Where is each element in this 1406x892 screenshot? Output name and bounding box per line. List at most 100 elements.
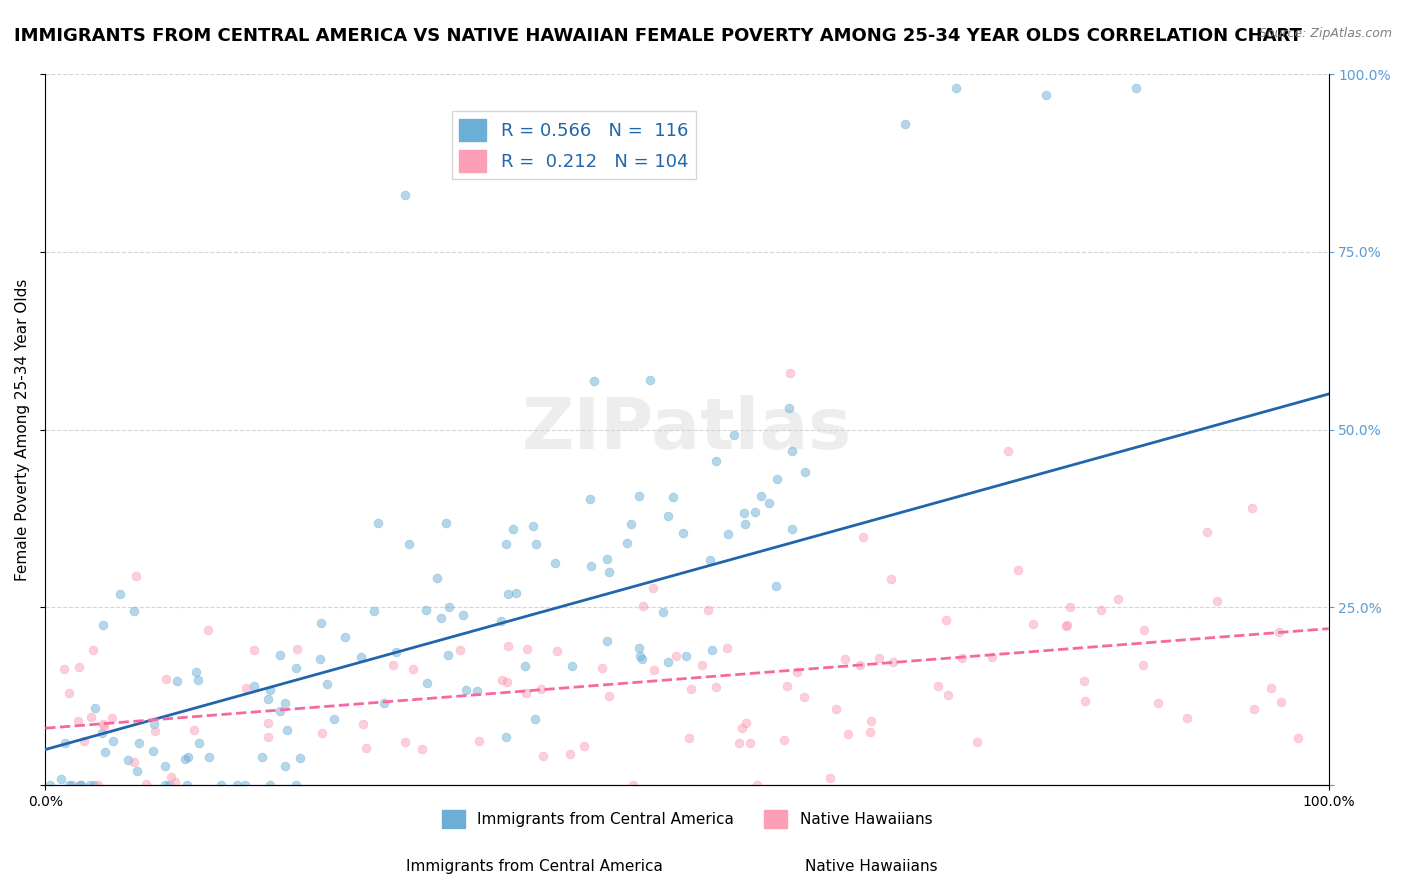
Point <box>793 690 815 705</box>
Point <box>226 778 249 792</box>
Point <box>598 565 620 579</box>
Point <box>945 81 967 95</box>
Point <box>143 723 166 738</box>
Point <box>284 661 307 675</box>
Point <box>981 649 1004 664</box>
Point <box>699 553 721 567</box>
Point <box>776 679 799 693</box>
Point <box>449 643 471 657</box>
Point <box>385 645 408 659</box>
Point <box>160 770 183 784</box>
Point <box>394 735 416 749</box>
Text: Native Hawaiians: Native Hawaiians <box>806 859 938 874</box>
Point <box>638 373 661 387</box>
Point <box>744 505 766 519</box>
Point <box>256 715 278 730</box>
Point <box>124 756 146 770</box>
Point <box>1056 618 1078 632</box>
Point <box>49 772 72 786</box>
Point <box>859 725 882 739</box>
Point <box>505 586 527 600</box>
Point <box>398 536 420 550</box>
Point <box>52 662 75 676</box>
Point <box>628 489 651 503</box>
Point <box>652 606 675 620</box>
Point <box>284 778 307 792</box>
Text: IMMIGRANTS FROM CENTRAL AMERICA VS NATIVE HAWAIIAN FEMALE POVERTY AMONG 25-34 YE: IMMIGRANTS FROM CENTRAL AMERICA VS NATIV… <box>14 27 1302 45</box>
Point <box>142 716 165 731</box>
Y-axis label: Female Poverty Among 25-34 Year Olds: Female Poverty Among 25-34 Year Olds <box>15 278 30 581</box>
Point <box>717 527 740 541</box>
Point <box>820 771 842 785</box>
Point <box>93 717 115 731</box>
Point <box>596 552 619 566</box>
Point <box>1022 616 1045 631</box>
Point <box>1090 603 1112 617</box>
Point <box>274 759 297 773</box>
Point <box>257 692 280 706</box>
Point <box>176 778 198 792</box>
Point <box>235 681 257 696</box>
Point <box>515 686 537 700</box>
Point <box>1268 625 1291 640</box>
Point <box>155 778 177 792</box>
Point <box>176 750 198 764</box>
Point <box>1059 599 1081 614</box>
Point <box>1054 618 1077 632</box>
Point <box>495 674 517 689</box>
Point <box>84 700 107 714</box>
Point <box>672 525 695 540</box>
Point <box>468 734 491 748</box>
Point <box>128 736 150 750</box>
Point <box>678 731 700 745</box>
Point <box>157 778 180 792</box>
Point <box>53 736 76 750</box>
Point <box>350 649 373 664</box>
Point <box>859 714 882 728</box>
Point <box>716 640 738 655</box>
Point <box>125 569 148 583</box>
Point <box>749 490 772 504</box>
Point <box>163 775 186 789</box>
Point <box>38 778 60 792</box>
Point <box>621 778 644 792</box>
Point <box>702 643 724 657</box>
Point <box>852 530 875 544</box>
Point <box>1073 674 1095 689</box>
Point <box>745 778 768 792</box>
Point <box>879 573 901 587</box>
Point <box>186 665 208 679</box>
Point <box>778 401 800 416</box>
Point <box>356 740 378 755</box>
Point <box>367 516 389 530</box>
Point <box>731 721 754 735</box>
Point <box>311 726 333 740</box>
Point <box>67 659 90 673</box>
Point <box>426 571 449 585</box>
Text: Source: ZipAtlas.com: Source: ZipAtlas.com <box>1258 27 1392 40</box>
Point <box>124 604 146 618</box>
Point <box>197 623 219 637</box>
Point <box>491 673 513 688</box>
Point <box>155 758 177 772</box>
Point <box>704 454 727 468</box>
Point <box>259 778 281 792</box>
Point <box>530 681 553 696</box>
Point <box>269 705 291 719</box>
Point <box>451 607 474 622</box>
Point <box>516 641 538 656</box>
Point <box>740 736 762 750</box>
Legend: Immigrants from Central America, Native Hawaiians: Immigrants from Central America, Native … <box>436 804 938 834</box>
Point <box>704 681 727 695</box>
Point <box>786 665 808 679</box>
Point <box>546 644 568 658</box>
Point <box>66 714 89 728</box>
Point <box>780 522 803 536</box>
Point <box>93 745 115 759</box>
Point <box>276 723 298 737</box>
Point <box>837 727 859 741</box>
Point <box>679 681 702 696</box>
Point <box>522 518 544 533</box>
Point <box>69 778 91 792</box>
Point <box>411 741 433 756</box>
